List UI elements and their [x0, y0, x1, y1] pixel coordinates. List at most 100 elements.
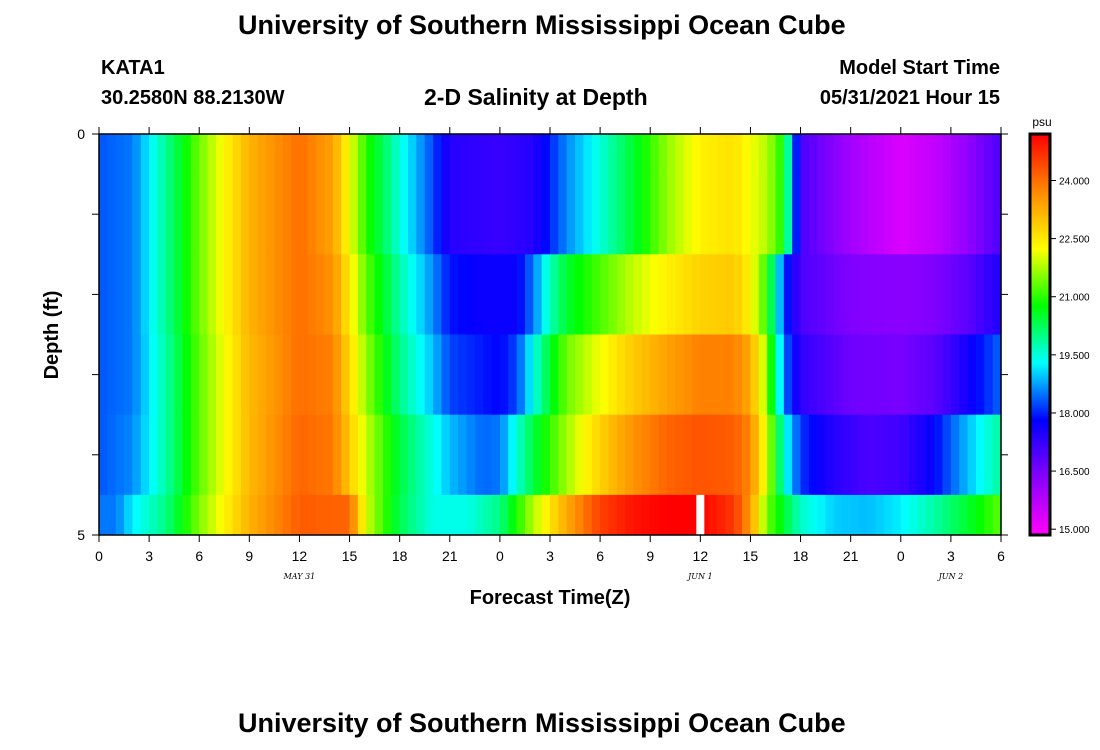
heatmap-cell: [416, 174, 426, 255]
heatmap-cell: [99, 414, 108, 496]
heatmap-cell: [558, 414, 568, 496]
heatmap-cell: [833, 334, 843, 416]
heatmap-cell: [959, 134, 969, 175]
heatmap-cell: [600, 254, 610, 335]
heatmap-cell: [608, 254, 618, 335]
heatmap-cell: [140, 134, 150, 175]
heatmap-cell: [424, 334, 434, 416]
heatmap-cell: [458, 334, 468, 416]
heatmap-cell: [132, 334, 142, 416]
heatmap-cell: [591, 494, 601, 536]
heatmap-cell: [332, 174, 342, 255]
heatmap-cell: [775, 254, 785, 335]
heatmap-cell: [850, 494, 860, 536]
x-tick-label: 12: [693, 548, 709, 564]
heatmap-cell: [842, 494, 852, 536]
heatmap-cell: [132, 414, 142, 496]
x-tick-label: 21: [442, 548, 458, 564]
heatmap-cell: [190, 254, 200, 335]
colorbar-unit: psu: [1032, 115, 1051, 129]
heatmap-cell: [616, 254, 626, 335]
heatmap-cell: [266, 334, 275, 416]
heatmap-cell: [382, 134, 392, 175]
heatmap-cell: [625, 334, 635, 416]
heatmap-cell: [341, 414, 351, 496]
heatmap-cell: [625, 254, 635, 335]
heatmap-cell: [341, 494, 351, 536]
heatmap-cell: [424, 254, 434, 335]
heatmap-cell: [149, 494, 159, 536]
colorbar-gradient: [1028, 132, 1052, 537]
heatmap-cell: [825, 334, 835, 416]
heatmap-cell: [291, 174, 301, 255]
heatmap-cell: [215, 414, 225, 496]
heatmap-cell: [107, 494, 117, 536]
date-label: JUN 1: [686, 572, 713, 581]
heatmap-cell: [717, 334, 726, 416]
heatmap-cell: [616, 174, 626, 255]
heatmap-cell: [466, 254, 476, 335]
heatmap-cell: [675, 334, 685, 416]
heatmap-cell: [341, 174, 351, 255]
heatmap-cell: [149, 174, 159, 255]
heatmap-cell: [917, 254, 927, 335]
heatmap-cell: [608, 134, 618, 175]
heatmap-cell: [157, 414, 167, 496]
heatmap-cell: [842, 334, 852, 416]
heatmap-cell: [558, 494, 568, 536]
heatmap-cell: [909, 334, 919, 416]
heatmap-cell: [441, 254, 451, 335]
heatmap-cell: [892, 334, 902, 416]
heatmap-cell: [357, 174, 367, 255]
heatmap-cell: [800, 334, 810, 416]
heatmap-cell: [282, 494, 292, 536]
heatmap-cell: [950, 254, 960, 335]
heatmap-cell: [967, 134, 977, 175]
heatmap-cell: [240, 254, 250, 335]
heatmap-cell: [257, 414, 267, 496]
heatmap-cell: [140, 494, 150, 536]
heatmap-cell: [357, 494, 367, 536]
heatmap-cell: [575, 334, 585, 416]
heatmap-cell: [282, 134, 292, 175]
heatmap-cell: [733, 334, 743, 416]
heatmap-cell: [909, 134, 919, 175]
heatmap-cell: [382, 254, 392, 335]
heatmap-cell: [257, 134, 267, 175]
heatmap-cell: [691, 174, 701, 255]
heatmap-cell: [533, 174, 543, 255]
heatmap-cell: [975, 414, 985, 496]
y-axis-label: Depth (ft): [41, 291, 63, 380]
heatmap-cell: [508, 414, 518, 496]
heatmap-cell: [566, 414, 576, 496]
heatmap-cell: [633, 174, 643, 255]
heatmap-cell: [875, 414, 885, 496]
heatmap-cell: [324, 414, 334, 496]
heatmap-cell: [700, 174, 710, 255]
heatmap-cell: [391, 134, 401, 175]
heatmap-cell: [925, 254, 935, 335]
heatmap-cell: [992, 174, 1002, 255]
heatmap-cell: [550, 174, 559, 255]
heatmap-cell: [366, 334, 376, 416]
heatmap-cell: [207, 334, 217, 416]
date-label: JUN 2: [937, 572, 964, 581]
heatmap-cell: [299, 494, 309, 536]
heatmap-cell: [783, 414, 793, 496]
heatmap-cell: [900, 494, 910, 536]
heatmap-cell: [391, 334, 401, 416]
x-tick-label: 6: [997, 548, 1005, 564]
heatmap-cell: [600, 494, 610, 536]
heatmap-cell: [967, 254, 977, 335]
heatmap-cell: [474, 414, 484, 496]
heatmap-cell: [950, 134, 960, 175]
heatmap-cell: [591, 254, 601, 335]
heatmap-cell: [984, 254, 994, 335]
heatmap-cell: [633, 494, 643, 536]
heatmap-cell: [282, 414, 292, 496]
heatmap-cell: [550, 334, 559, 416]
heatmap-cell: [909, 254, 919, 335]
heatmap-cell: [942, 414, 952, 496]
heatmap-cell: [124, 174, 134, 255]
heatmap-cell: [583, 334, 593, 416]
